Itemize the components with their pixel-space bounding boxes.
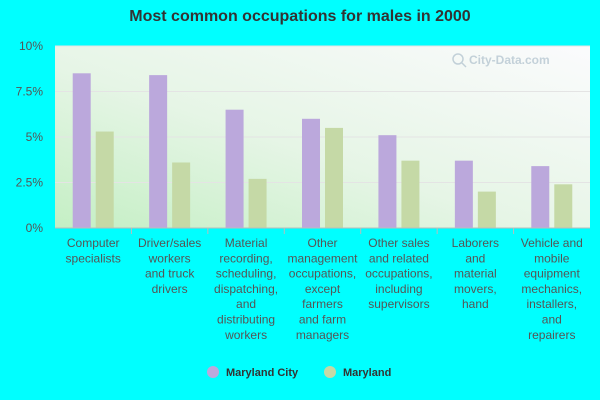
legend-swatch <box>324 366 336 378</box>
x-tick-label-line: and <box>542 313 562 327</box>
x-tick-label-line: drivers <box>152 282 188 296</box>
chart-title: Most common occupations for males in 200… <box>129 8 471 25</box>
bar-maryland[interactable] <box>172 162 191 228</box>
x-tick-label-line: and truck <box>145 267 195 281</box>
x-tick-label-line: Driver/sales <box>138 236 201 250</box>
y-tick-label: 10% <box>19 39 43 53</box>
y-tick-label: 7.5% <box>16 85 44 99</box>
x-tick-label-line: material <box>454 267 497 281</box>
watermark: City-Data.com <box>452 53 550 68</box>
x-tick-label: Other sales and related occupations, includ… <box>365 236 432 311</box>
bar-maryland[interactable] <box>401 160 420 228</box>
x-tick-label-line: workers <box>224 328 267 342</box>
x-tick-label-line: mobile <box>534 251 570 265</box>
x-tick-label: Computer specialists <box>66 236 121 265</box>
x-tick-label-line: equipment <box>524 267 581 281</box>
bar-maryland-city[interactable] <box>454 160 473 228</box>
y-tick-label: 5% <box>26 130 44 144</box>
x-tick-label-line: workers <box>148 251 191 265</box>
x-tick-label-line: and farm <box>299 313 346 327</box>
y-axis: 0% 2.5% 5% 7.5% 10% <box>16 39 590 235</box>
x-tick-label-line: management <box>287 251 358 265</box>
bar-maryland-city[interactable] <box>531 166 550 228</box>
x-tick-label-line: dispatching, <box>214 282 278 296</box>
x-tick-label-line: including <box>375 282 422 296</box>
x-tick-label: Vehicle and mobile equipment mechanics, inst… <box>521 236 583 342</box>
x-tick-label-line: Other <box>307 236 337 250</box>
x-tick-label-line: mechanics, <box>521 282 582 296</box>
x-tick-label-line: Laborers <box>452 236 499 250</box>
bar-maryland[interactable] <box>477 191 496 228</box>
y-tick-label: 0% <box>26 221 44 235</box>
x-tick-label-line: supervisors <box>368 297 429 311</box>
bar-maryland[interactable] <box>554 184 573 228</box>
bar-maryland-city[interactable] <box>72 73 91 228</box>
x-tick-label-line: repairers <box>528 328 575 342</box>
x-tick-label-line: movers, <box>454 282 497 296</box>
x-tick-label-line: occupations, <box>289 267 356 281</box>
x-tick-label-line: and <box>236 297 256 311</box>
bar-maryland[interactable] <box>325 127 343 228</box>
x-tick-label-line: Other sales <box>368 236 429 250</box>
x-tick-label-line: specialists <box>66 251 121 265</box>
x-tick-label-line: occupations, <box>365 267 432 281</box>
x-tick-label: Driver/sales workers and truck drivers <box>138 236 201 296</box>
x-tick-label-line: except <box>305 282 341 296</box>
y-tick-label: 2.5% <box>16 176 44 190</box>
x-tick-label-line: distributing <box>217 313 275 327</box>
x-tick-label: Material recording, scheduling, dispatching… <box>214 236 278 342</box>
bar-maryland-city[interactable] <box>378 135 397 228</box>
x-tick-label: Laborers and material movers, hand <box>452 236 499 311</box>
x-tick-label: Other management occupations, except farmers… <box>287 236 358 342</box>
x-tick-label-line: Material <box>225 236 268 250</box>
x-tick-label-line: Vehicle and <box>521 236 583 250</box>
legend-label: Maryland <box>343 367 391 379</box>
x-tick-label-line: scheduling, <box>216 267 277 281</box>
x-tick-label-line: hand <box>462 297 489 311</box>
legend: Maryland City Maryland <box>207 366 391 379</box>
bar-maryland[interactable] <box>248 178 267 228</box>
x-tick-label-line: installers, <box>526 297 577 311</box>
watermark-search-icon-handle <box>461 62 467 68</box>
gridlines <box>55 45 590 183</box>
x-tick-label-line: and <box>465 251 485 265</box>
x-tick-label-line: farmers <box>302 297 343 311</box>
bar-maryland-city[interactable] <box>149 75 168 229</box>
x-tick-label-line: and related <box>369 251 429 265</box>
legend-swatch <box>207 366 219 378</box>
bar-maryland-city[interactable] <box>302 118 320 228</box>
x-tick-label-line: Computer <box>67 236 120 250</box>
bars <box>72 73 573 229</box>
watermark-text: City-Data.com <box>469 53 550 67</box>
bar-maryland[interactable] <box>95 131 114 228</box>
watermark-search-icon <box>452 53 464 65</box>
x-tick-label-line: recording, <box>219 251 272 265</box>
legend-label: Maryland City <box>226 367 299 379</box>
x-tick-label-line: managers <box>296 328 349 342</box>
bar-maryland-city[interactable] <box>225 109 244 228</box>
